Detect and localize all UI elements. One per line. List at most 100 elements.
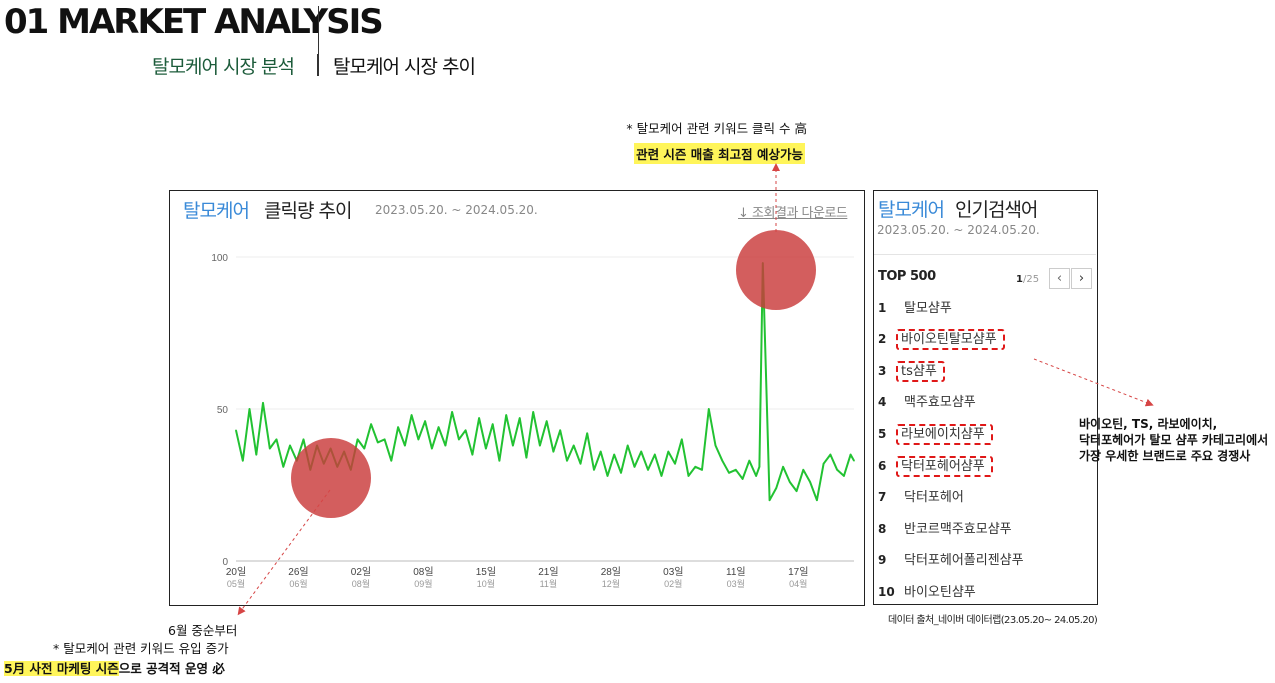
keyword-item[interactable]: 3 ts샴푸 [878,360,1088,382]
chart-title-keyword: 탈모케어 [183,200,250,222]
title-divider [318,6,319,76]
keyword-item[interactable]: 1 탈모샴푸 [878,297,1088,319]
data-point [370,423,372,425]
data-point [539,444,541,447]
section-subtitle-trend: 탈모케어 시장 추이 [333,56,476,78]
data-point [296,459,298,462]
keyword-item[interactable]: 7 닥터포헤어 [878,486,1088,508]
keyword-text-highlighted: 바이오틴탈모샴푸 [896,329,1005,350]
data-point [316,444,318,447]
download-results-link[interactable]: ↓ 조회결과 다운로드 [738,202,848,221]
marketing-season-note: 5月 사전 마케팅 시즌으로 공격적 운영 必 [4,658,225,677]
x-tick-month-label: 03월 [727,578,745,589]
data-point [505,414,508,416]
competitor-line: 가장 우세한 브랜드로 주요 경쟁사 [1079,449,1251,463]
season-start-note: 6월 중순부터 [168,623,238,638]
data-point [356,438,359,441]
data-point [667,450,670,453]
x-tick-month-label: 12월 [602,578,620,589]
keyword-item[interactable]: 4 맥주효모샴푸 [878,391,1088,413]
previous-page-button[interactable]: ‹ [1049,268,1070,289]
data-point [633,466,636,468]
data-point [343,450,345,453]
data-point [559,429,561,432]
subtitle-divider [317,54,318,76]
x-tick-month-label: 08월 [352,578,370,589]
download-arrow-icon: ↓ [738,206,749,221]
x-tick-day-label: 26일 [288,566,308,578]
data-point [282,466,285,468]
keyword-text: 맥주효모샴푸 [904,395,976,410]
keyword-panel-divider [874,254,1096,255]
keyword-rank: 9 [878,553,887,567]
keyword-item[interactable]: 2 바이오틴탈모샴푸 [878,328,1088,350]
data-point [599,450,602,453]
chevron-left-icon: ‹ [1056,271,1063,286]
keyword-rank: 3 [878,364,887,378]
data-point [613,453,615,456]
keyword-text-highlighted: 닥터포헤어샴푸 [896,456,993,477]
data-point [485,447,487,450]
keyword-item[interactable]: 5 라보에이치샴푸 [878,423,1088,445]
data-point [606,475,609,477]
section-subtitle-analysis: 탈모케어 시장 분석 [152,56,295,78]
x-tick-day-label: 15일 [476,566,496,578]
x-tick-day-label: 08일 [413,566,433,578]
x-tick-month-label: 04월 [789,578,807,589]
data-point [748,459,751,462]
next-page-button[interactable]: › [1071,268,1092,289]
data-point [444,444,447,447]
data-point [471,453,474,456]
data-point [674,462,676,465]
data-point [255,453,258,456]
keyword-item[interactable]: 8 반코르맥주효모샴푸 [878,518,1088,540]
data-point [775,487,778,489]
data-source-note: 데이터 출처_네이버 데이터랩(23.05.20~ 24.05.20) [888,615,1098,626]
keyword-item[interactable]: 6 닥터포헤어샴푸 [878,455,1088,477]
peak-highlight-note: 관련 시즌 매출 최고점 예상가능 [634,143,805,164]
keyword-rank: 2 [878,332,887,346]
keyword-text: 닥터포헤어폴리젠샴푸 [904,553,1024,568]
x-tick-month-label: 02월 [664,578,682,589]
data-point [417,438,420,441]
keyword-rank: 5 [878,427,887,441]
data-point [843,475,845,477]
data-point [694,466,697,468]
data-point [390,459,393,462]
data-point [782,466,784,468]
peak-annotation: * 탈모케어 관련 키워드 클릭 수 高 [626,121,807,136]
data-point [363,447,366,450]
data-point [431,447,433,450]
series-line [235,262,855,502]
data-point [735,469,737,471]
x-tick-day-label: 20일 [226,566,246,578]
total-pages: /25 [1022,274,1040,285]
data-point [853,459,855,462]
data-point [714,444,717,447]
keyword-item[interactable]: 10 바이오틴샴푸 [878,581,1088,603]
data-point [802,469,805,471]
competitor-line: 닥터포헤어가 탈모 샴푸 카테고리에서 [1079,433,1269,447]
page-title: 01 MARKET ANALYSIS [4,2,384,42]
data-point [701,469,703,471]
data-point [626,444,629,447]
data-point [512,444,514,447]
data-point [235,429,237,432]
data-point [572,444,575,447]
data-point [498,459,501,462]
data-point [829,453,832,456]
data-point [350,469,352,471]
data-point [437,426,440,428]
y-tick-label: 50 [217,405,229,416]
data-point [329,447,332,450]
keyword-panel-period: 2023.05.20. ~ 2024.05.20. [877,223,1040,237]
data-point [849,453,852,456]
data-point [248,408,251,410]
data-point [586,432,588,435]
data-point [289,444,291,447]
data-point [478,417,480,419]
data-point [302,438,305,441]
competitor-line: 바이오틴, TS, 라보에이치, [1079,417,1218,431]
keyword-item[interactable]: 9 닥터포헤어폴리젠샴푸 [878,549,1088,571]
inflow-increase-note: * 탈모케어 관련 키워드 유입 증가 [53,641,229,656]
